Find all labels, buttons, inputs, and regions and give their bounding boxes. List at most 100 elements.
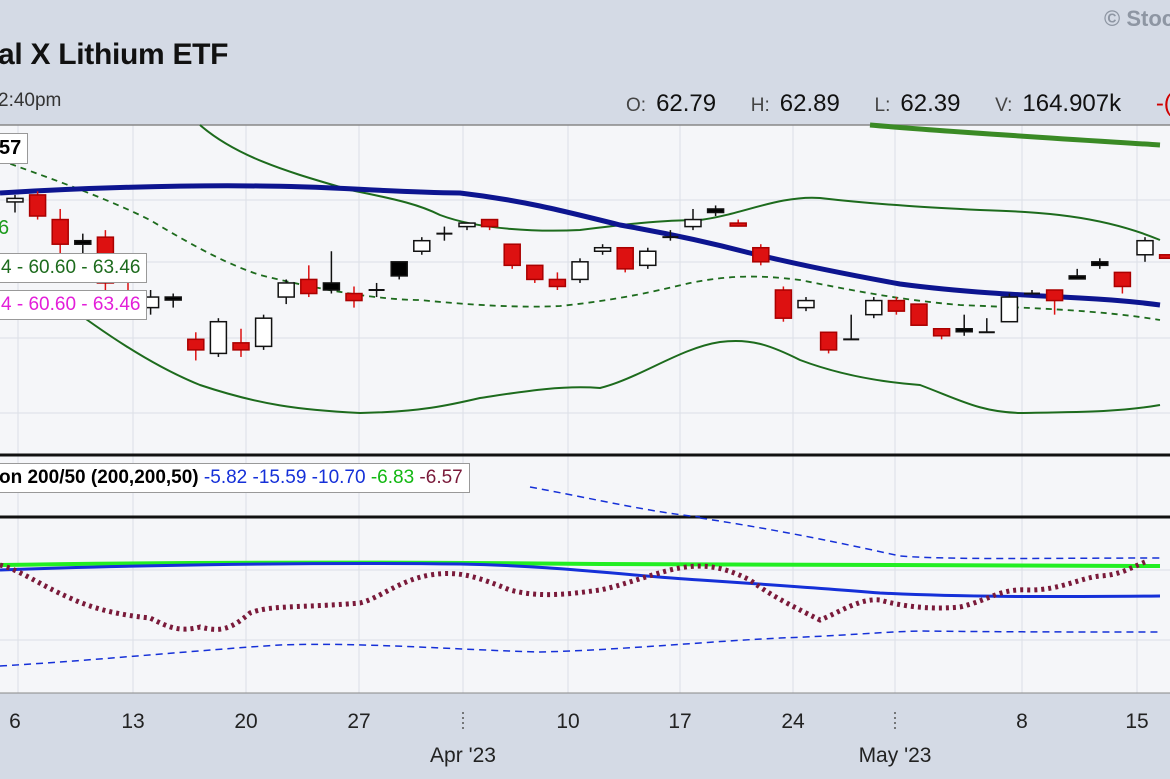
indicator-v2: -15.59 bbox=[252, 467, 307, 488]
volume-value: 164.907k bbox=[1022, 90, 1122, 117]
candle bbox=[458, 222, 476, 231]
candle bbox=[164, 293, 182, 308]
candle bbox=[662, 230, 679, 241]
candle-body bbox=[955, 328, 973, 333]
candle-body bbox=[187, 338, 205, 351]
candle bbox=[1068, 268, 1086, 280]
indicator-dash-upper-strip bbox=[529, 486, 701, 518]
candle bbox=[639, 247, 657, 269]
indicator-green-line bbox=[0, 560, 1161, 568]
candle bbox=[819, 331, 838, 354]
candle-body bbox=[910, 303, 928, 326]
indicator-name: on 200/50 (200,200,50) bbox=[0, 467, 199, 488]
month-label: Apr '23 bbox=[430, 744, 496, 767]
candle-body bbox=[300, 278, 318, 295]
open-label: O: bbox=[626, 95, 647, 116]
candle-body bbox=[797, 299, 815, 309]
ohlc-readout: O: 62.79 H: 62.89 L: 62.39 V: 164.907k -( bbox=[626, 90, 1170, 118]
ma-long-line bbox=[869, 122, 1161, 148]
candle bbox=[843, 314, 860, 341]
candle-body bbox=[51, 218, 69, 245]
candle-body bbox=[345, 292, 363, 302]
chart-time: 2:40pm bbox=[0, 90, 62, 111]
candle-body bbox=[684, 218, 702, 228]
candle bbox=[887, 297, 906, 315]
bb-pink-sep-1: - bbox=[11, 294, 29, 315]
x-tick-label: 20 bbox=[234, 710, 258, 733]
x-tick-label: 13 bbox=[121, 710, 145, 733]
copyright: © Stoc bbox=[1104, 6, 1170, 31]
candle-body bbox=[752, 246, 770, 263]
candle bbox=[910, 303, 928, 326]
candle-body bbox=[593, 246, 612, 253]
candle bbox=[616, 246, 634, 273]
candle-body bbox=[819, 331, 838, 351]
candle-body bbox=[887, 299, 906, 312]
bb-green-c: 63.46 bbox=[92, 257, 141, 278]
candle-body bbox=[1158, 254, 1170, 260]
candle bbox=[932, 328, 951, 340]
candle bbox=[300, 265, 318, 298]
candle-body bbox=[639, 250, 657, 267]
x-tick-label: 17 bbox=[668, 710, 692, 733]
candle bbox=[6, 194, 24, 213]
candle bbox=[28, 191, 47, 220]
indicator-panel[interactable] bbox=[0, 517, 1170, 693]
candle-body bbox=[390, 261, 408, 277]
price-panel[interactable] bbox=[0, 125, 1170, 455]
low-label: L: bbox=[874, 95, 891, 116]
candle-body bbox=[458, 222, 476, 228]
low-value: 62.39 bbox=[900, 90, 961, 117]
candle bbox=[277, 279, 295, 305]
candle bbox=[209, 318, 228, 357]
indicator-dash-upper bbox=[699, 517, 1161, 560]
indicator-legend: on 200/50 (200,200,50) -5.82 -15.59 -10.… bbox=[0, 463, 470, 493]
candle bbox=[774, 286, 793, 322]
candle-body bbox=[164, 296, 182, 301]
change-value: -( bbox=[1155, 90, 1170, 117]
candle bbox=[752, 244, 770, 266]
candle bbox=[436, 226, 453, 241]
high-value: 62.89 bbox=[779, 90, 840, 117]
bollinger-green-legend: 4 - 60.60 - 63.46 bbox=[0, 253, 148, 283]
candles bbox=[6, 191, 1170, 361]
last-price-box: 57 bbox=[0, 133, 29, 164]
candle-body bbox=[74, 239, 92, 245]
ma-short-value: 6 bbox=[0, 217, 10, 239]
candle bbox=[1045, 289, 1064, 315]
candle bbox=[684, 208, 702, 231]
candle bbox=[526, 264, 544, 283]
candle bbox=[390, 261, 408, 280]
candle bbox=[322, 251, 341, 294]
indicator-dotted-line bbox=[0, 559, 1146, 632]
month-label: May '23 bbox=[858, 744, 932, 767]
candle-body bbox=[774, 289, 793, 319]
candle bbox=[865, 297, 883, 319]
indicator-v4: -6.83 bbox=[370, 467, 415, 488]
candle bbox=[503, 243, 521, 269]
candle bbox=[706, 205, 725, 217]
bollinger-pink-legend: 4 - 60.60 - 63.46 bbox=[0, 290, 148, 320]
candle-body bbox=[209, 320, 228, 355]
candle bbox=[368, 282, 385, 298]
indicator-v1: -5.82 bbox=[203, 467, 248, 488]
x-tick-label: 8 bbox=[1016, 710, 1028, 733]
candle-body bbox=[1091, 261, 1109, 267]
candle bbox=[571, 258, 589, 283]
ma-short-label: 6 bbox=[0, 217, 9, 240]
bb-green-b: 60.60 bbox=[28, 257, 77, 278]
candle-body bbox=[6, 197, 24, 203]
candle bbox=[1091, 258, 1109, 269]
candle bbox=[797, 297, 815, 312]
candle-body bbox=[1113, 271, 1132, 288]
bb-green-sep-2: - bbox=[76, 257, 93, 278]
high-label: H: bbox=[750, 95, 770, 116]
candle bbox=[548, 272, 567, 290]
candle-body bbox=[503, 243, 521, 267]
candle bbox=[187, 332, 205, 361]
candle bbox=[1024, 290, 1040, 295]
candle bbox=[955, 314, 973, 336]
candle bbox=[729, 219, 747, 227]
bollinger-lower bbox=[59, 299, 1161, 415]
